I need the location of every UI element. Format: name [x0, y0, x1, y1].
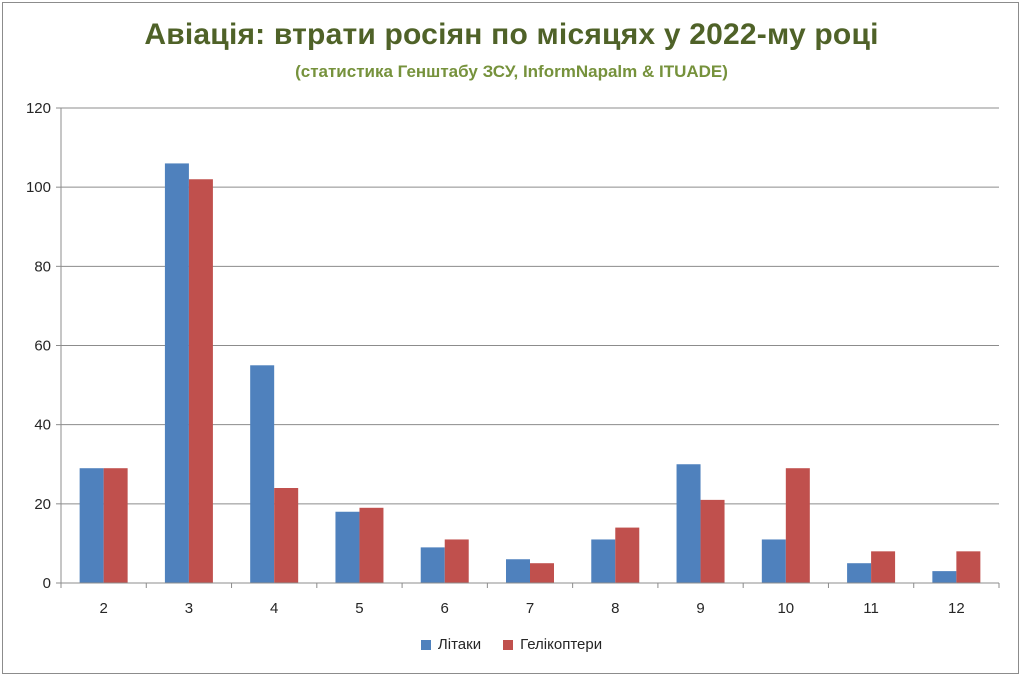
bar-helicopters-4: [274, 488, 299, 583]
bar-helicopters-6: [444, 539, 469, 583]
bar-planes-10: [761, 539, 786, 583]
legend-item-planes[interactable]: Літаки: [420, 636, 482, 653]
bar-helicopters-10: [785, 468, 810, 583]
legend-swatch-helicopters: [503, 639, 514, 650]
bars: [79, 163, 981, 583]
x-tick-label: 6: [441, 600, 449, 617]
x-tick-label: 8: [611, 600, 619, 617]
y-tick-label: 20: [34, 496, 51, 513]
x-tick-labels: 2 3 4 5 6 7 8 9 10 11 12: [99, 600, 964, 617]
y-tick-label: 80: [34, 258, 51, 275]
y-tick-labels: 0 20 40 60 80 100 120: [26, 100, 51, 592]
x-tick-label: 10: [777, 600, 794, 617]
x-tick-label: 7: [526, 600, 534, 617]
bar-planes-9: [676, 464, 701, 583]
y-tick-label: 100: [26, 179, 51, 196]
legend-item-helicopters[interactable]: Гелікоптери: [503, 636, 602, 653]
y-tick-label: 60: [34, 338, 51, 355]
x-tick-label: 12: [948, 600, 965, 617]
x-tick-label: 4: [270, 600, 278, 617]
bar-planes-8: [591, 539, 616, 583]
bar-helicopters-9: [700, 499, 725, 583]
bar-planes-2: [79, 468, 104, 583]
bar-planes-7: [506, 559, 530, 583]
legend: Літаки Гелікоптери: [0, 636, 1023, 653]
bar-helicopters-3: [188, 179, 213, 583]
x-tick-label: 5: [355, 600, 363, 617]
y-tick-label: 0: [43, 575, 51, 592]
bar-helicopters-7: [530, 563, 554, 583]
legend-label-planes: Літаки: [437, 636, 482, 653]
chart-title: Авіація: втрати росіян по місяцях у 2022…: [144, 18, 879, 51]
y-tick-label: 40: [34, 417, 51, 434]
bar-helicopters-2: [103, 468, 128, 583]
axes: [56, 107, 1000, 588]
bar-planes-5: [335, 511, 360, 583]
x-tick-label: 9: [696, 600, 704, 617]
legend-swatch-planes: [420, 639, 431, 650]
legend-label-helicopters: Гелікоптери: [520, 636, 603, 653]
y-tick-label: 120: [26, 100, 51, 117]
bar-planes-11: [847, 563, 872, 583]
bar-helicopters-11: [871, 551, 896, 583]
bar-planes-3: [164, 163, 189, 583]
x-tick-label: 2: [99, 600, 107, 617]
chart-subtitle: (статистика Генштабу ЗСУ, InformNapalm &…: [295, 62, 728, 81]
bar-helicopters-8: [615, 527, 640, 583]
bar-planes-12: [932, 571, 957, 583]
bar-helicopters-12: [956, 551, 981, 583]
bar-planes-6: [420, 547, 445, 583]
x-tick-label: 3: [185, 600, 193, 617]
x-tick-label: 11: [863, 600, 879, 617]
bar-helicopters-5: [359, 507, 384, 583]
bar-planes-4: [250, 365, 275, 583]
